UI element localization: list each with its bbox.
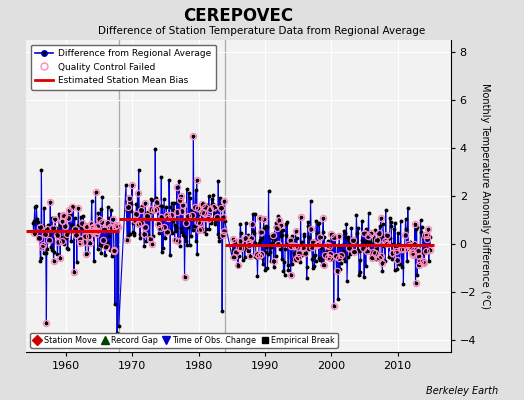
Text: Berkeley Earth: Berkeley Earth [425,386,498,396]
Title: CEREPOVEC: CEREPOVEC [183,6,293,24]
Y-axis label: Monthly Temperature Anomaly Difference (°C): Monthly Temperature Anomaly Difference (… [480,83,490,309]
Text: Difference of Station Temperature Data from Regional Average: Difference of Station Temperature Data f… [99,26,425,36]
Legend: Station Move, Record Gap, Time of Obs. Change, Empirical Break: Station Move, Record Gap, Time of Obs. C… [30,332,338,348]
